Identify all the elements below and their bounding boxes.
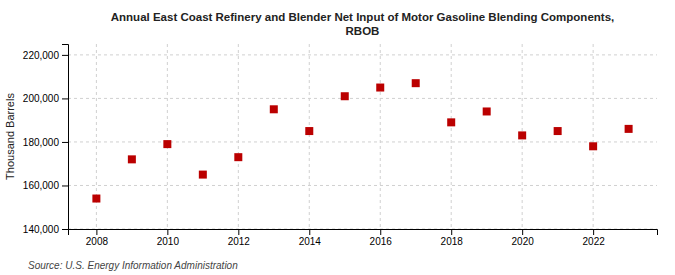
point: [447, 118, 455, 126]
grid-line-y: [68, 98, 657, 99]
title-line: RBOB: [346, 25, 380, 37]
y-tick-label: 160,000: [23, 180, 60, 191]
x-tick: 2020: [512, 229, 535, 247]
grid-line-x: [238, 44, 239, 229]
point: [341, 92, 349, 100]
grid-line-y: [68, 54, 657, 55]
y-tick-mark: [62, 229, 68, 230]
chart: 20082010201220142016201820202022140,0001…: [0, 0, 675, 275]
y-axis-line: [62, 45, 69, 230]
x-tick-label: 2020: [512, 236, 535, 247]
point: [589, 142, 597, 150]
grid-line-x: [167, 44, 168, 229]
point: [199, 171, 207, 179]
x-tick: 2010: [157, 229, 180, 247]
x-tick-label: 2022: [583, 236, 606, 247]
y-tick-label: 200,000: [23, 93, 60, 104]
y-tick-mark: [62, 142, 68, 143]
point: [234, 153, 242, 161]
grid-line-x: [309, 44, 310, 229]
point: [554, 127, 562, 135]
grid-line-x: [593, 44, 594, 229]
x-tick: 2012: [228, 229, 251, 247]
y-tick-label: 220,000: [23, 50, 60, 61]
point: [92, 195, 100, 203]
x-tick-mark: [167, 229, 168, 235]
x-tick-mark: [309, 229, 310, 235]
plot: 20082010201220142016201820202022140,0001…: [23, 44, 658, 247]
x-tick-label: 2010: [157, 236, 180, 247]
x-tick: 2008: [86, 229, 109, 247]
y-tick-mark: [62, 98, 68, 99]
points: [92, 79, 632, 202]
x-axis: 2008 2010 2012 2014 2016 2018 2020 2022: [69, 229, 658, 247]
grid: [68, 44, 657, 229]
point: [412, 79, 420, 87]
x-tick: 2016: [370, 229, 393, 247]
source-note: Source: U.S. Energy Information Administ…: [28, 260, 238, 271]
y-tick-mark: [62, 55, 68, 56]
y-tick: 200,000: [23, 93, 68, 104]
y-tick: 220,000: [23, 50, 68, 61]
y-axis: 140,000 160,000 180,000 200,000 220,000: [23, 45, 69, 235]
x-tick-mark: [380, 229, 381, 235]
y-tick: 160,000: [23, 180, 68, 191]
x-tick-label: 2018: [441, 236, 464, 247]
x-tick-mark: [238, 229, 239, 235]
point: [163, 140, 171, 148]
grid-line-y: [68, 185, 657, 186]
x-tick-mark: [593, 229, 594, 235]
x-tick: 2018: [441, 229, 464, 247]
x-tick-mark: [451, 229, 452, 235]
grid-line-x: [451, 44, 452, 229]
x-tick-label: 2014: [299, 236, 322, 247]
point: [305, 127, 313, 135]
y-axis-title: Thousand Barrels: [4, 93, 16, 180]
title: Annual East Coast Refinery and Blender N…: [111, 11, 614, 37]
point: [128, 155, 136, 163]
x-axis-line: [69, 230, 658, 236]
x-tick-label: 2008: [86, 236, 109, 247]
y-tick-mark: [62, 185, 68, 186]
x-tick: 2014: [299, 229, 322, 247]
point: [376, 84, 384, 92]
y-tick-label: 180,000: [23, 137, 60, 148]
point: [270, 105, 278, 113]
x-tick-label: 2016: [370, 236, 393, 247]
point: [625, 125, 633, 133]
y-tick-label: 140,000: [23, 224, 60, 235]
x-tick-mark: [96, 229, 97, 235]
y-tick: 140,000: [23, 224, 68, 235]
grid-line-y: [68, 141, 657, 142]
x-tick-label: 2012: [228, 236, 251, 247]
x-tick: 2022: [583, 229, 606, 247]
grid-line-x: [380, 44, 381, 229]
x-tick-mark: [522, 229, 523, 235]
y-tick: 180,000: [23, 137, 68, 148]
point: [518, 131, 526, 139]
point: [483, 107, 491, 115]
title-line: Annual East Coast Refinery and Blender N…: [111, 11, 614, 23]
